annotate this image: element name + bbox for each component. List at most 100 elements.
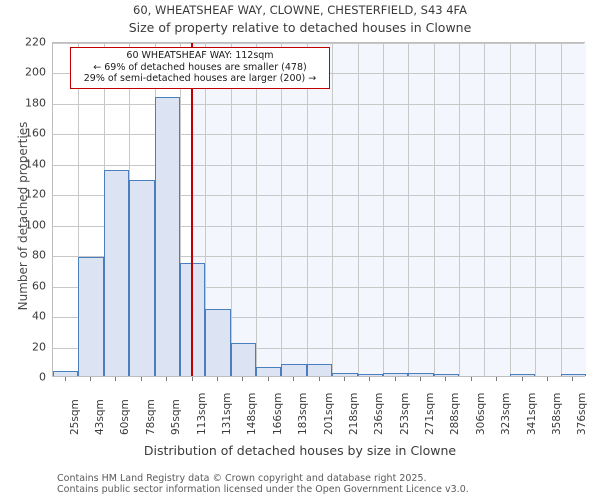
gridline-vertical [434,43,435,376]
x-tick-label: 236sqm [373,392,386,435]
x-tick-label: 271sqm [424,392,437,435]
gridline-vertical [561,43,562,376]
annotation-line-smaller: ← 69% of detached houses are smaller (47… [93,61,307,73]
gridline-vertical [307,43,308,376]
gridline-horizontal [53,43,584,44]
y-tick-label: 140 [25,157,46,171]
gridline-vertical [383,43,384,376]
x-tick-label: 131sqm [220,392,233,435]
histogram-bar [205,309,231,376]
gridline-vertical [510,43,511,376]
gridline-vertical [332,43,333,376]
x-tick-label: 43sqm [94,399,107,435]
annotation-line-property: 60 WHEATSHEAF WAY: 112sqm [126,50,274,61]
footer-licence-line: Contains public sector information licen… [57,484,469,495]
x-tick-mark [318,377,320,381]
histogram-bar [382,372,409,376]
y-tick-label: 160 [25,126,46,140]
x-tick-label: 201sqm [322,392,335,435]
x-tick-mark [420,377,422,381]
gridline-horizontal [53,195,584,197]
x-tick-mark [470,377,472,381]
x-tick-label: 78sqm [144,399,157,435]
histogram-bar [256,366,282,376]
x-tick-label: 95sqm [170,399,183,435]
gridline-vertical [408,43,409,376]
annotation-box: 60 WHEATSHEAF WAY: 112sqm ← 69% of detac… [70,47,330,89]
gridline-vertical [256,43,257,376]
histogram-bar [433,374,460,376]
footer-copyright-line: Contains HM Land Registry data © Crown c… [57,473,427,484]
gridline-vertical [78,43,79,376]
histogram-bar [154,97,180,376]
y-tick-label: 20 [32,340,46,354]
plot-shade-right [191,43,586,376]
gridline-vertical [484,43,485,376]
histogram-bar [103,170,130,376]
gridline-horizontal [53,134,584,136]
y-tick-label: 60 [32,279,46,293]
x-tick-label: 166sqm [271,392,284,435]
annotation-line-larger: 29% of semi-detached houses are larger (… [83,73,317,84]
gridline-horizontal [53,225,584,227]
x-tick-label: 358sqm [550,392,563,435]
x-tick-mark [242,377,244,381]
plot-area [52,42,586,377]
gridline-vertical [358,43,359,376]
histogram-bar [78,257,104,376]
footer-block: Contains HM Land Registry data © Crown c… [57,473,597,495]
x-tick-mark [521,377,523,381]
x-tick-mark [496,377,498,381]
histogram-bar [230,342,257,376]
gridline-vertical [205,43,206,376]
histogram-bar [408,372,434,376]
gridline-vertical [281,43,282,376]
x-tick-label: 60sqm [119,399,132,435]
x-tick-label: 306sqm [474,392,487,435]
gridline-horizontal [53,286,584,288]
chart-title-block: 60, WHEATSHEAF WAY, CLOWNE, CHESTERFIELD… [0,2,600,37]
histogram-bar [332,372,358,376]
x-tick-mark [267,377,269,381]
x-tick-mark [572,377,574,381]
y-axis-title: Number of detached properties [16,121,30,311]
histogram-bar [357,374,383,376]
x-tick-label: 288sqm [449,392,462,435]
gridline-horizontal [53,347,584,349]
x-tick-label: 218sqm [347,392,360,435]
x-tick-mark [394,377,396,381]
x-tick-mark [343,377,345,381]
histogram-bar [509,374,536,376]
y-tick-label: 100 [25,218,46,232]
histogram-bar [179,263,206,376]
y-axis: 0 20 40 60 80 100 120 140 160 180 200 220 [0,36,46,384]
chart-subtitle: Size of property relative to detached ho… [128,20,472,35]
x-tick-label: 323sqm [500,392,513,435]
x-tick-mark [191,377,193,381]
gridline-horizontal [53,164,584,166]
x-tick-mark [546,377,548,381]
x-tick-mark [166,377,168,381]
gridline-vertical [180,43,181,376]
histogram-bar [306,363,333,376]
x-tick-mark [64,377,66,381]
y-tick-label: 220 [25,35,46,49]
gridline-horizontal [53,103,584,105]
x-tick-mark [90,377,92,381]
y-tick-label: 120 [25,187,46,201]
gridline-vertical [535,43,536,376]
x-tick-mark [140,377,142,381]
x-axis: 25sqm 43sqm 60sqm 78sqm 95sqm 113sqm 131sqm 148… [52,377,588,439]
gridline-horizontal [53,256,584,258]
y-tick-label: 0 [39,370,46,384]
x-tick-mark [115,377,117,381]
x-tick-label: 341sqm [525,392,538,435]
x-tick-mark [445,377,447,381]
x-tick-label: 183sqm [297,392,310,435]
y-tick-label: 80 [32,248,46,262]
histogram-bar [129,179,155,376]
histogram-bar [560,374,586,376]
property-marker-line [190,43,193,376]
gridline-vertical [231,43,232,376]
x-tick-label: 113sqm [195,392,208,435]
